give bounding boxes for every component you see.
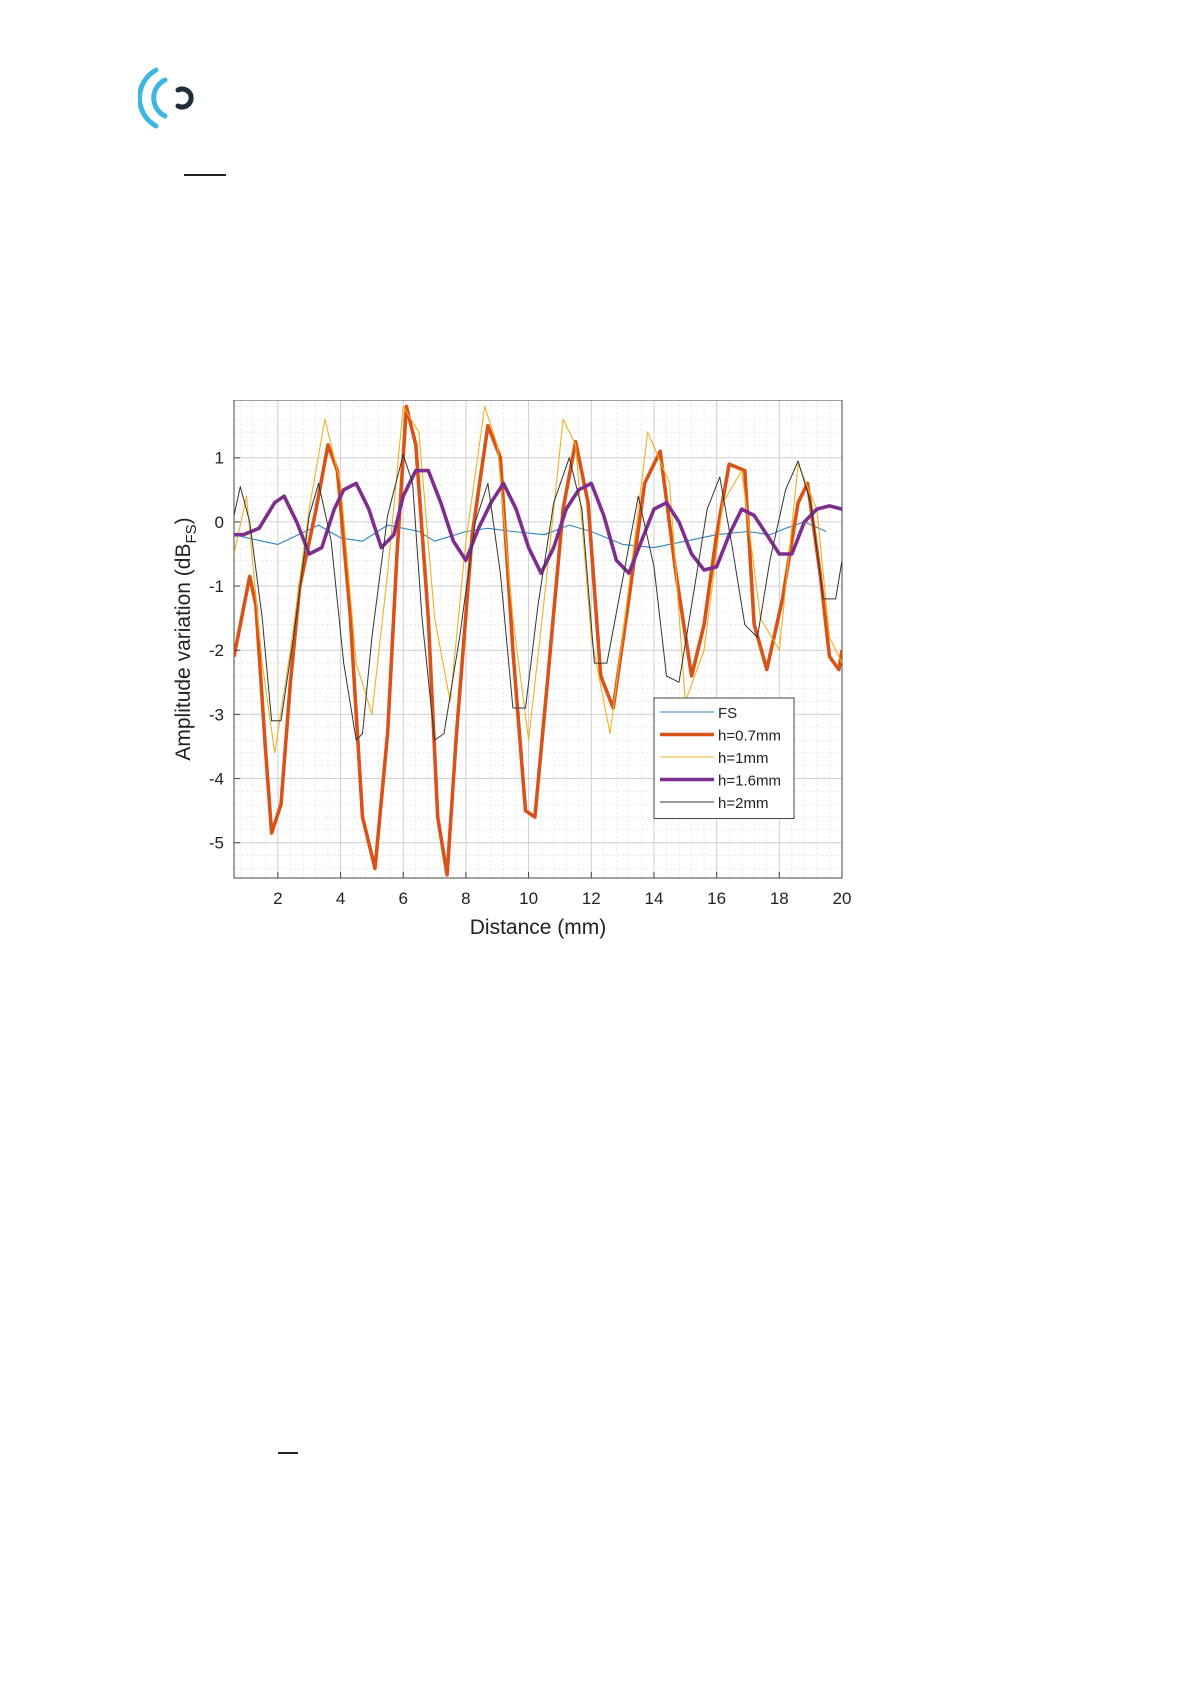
y-tick-label: -4 — [209, 770, 224, 789]
plot-area-frame — [233, 400, 843, 879]
y-tick-label: 0 — [215, 513, 224, 532]
x-tick-label: 12 — [582, 889, 601, 908]
signal-waves-logo-icon — [138, 67, 194, 129]
line-chart: 2 4 6 8 10 12 14 16 18 20 10-1-2-3-4-5 Distance (… — [172, 400, 851, 939]
legend-label: FS — [718, 705, 737, 722]
x-tick-label: 10 — [519, 889, 538, 908]
y-tick-label: -1 — [209, 577, 224, 596]
series-line-3 — [234, 468, 842, 575]
y-tick-label: -5 — [209, 834, 224, 853]
y-tick-label: -3 — [209, 705, 224, 724]
legend-label: h=0.7mm — [718, 728, 781, 745]
underline-mark — [184, 174, 226, 176]
legend-label: h=2mm — [718, 795, 768, 812]
x-tick-label: 8 — [461, 889, 470, 908]
y-axis-label-end: ) — [172, 517, 195, 524]
x-tick-label: 2 — [273, 889, 282, 908]
x-tick-label: 14 — [644, 889, 663, 908]
x-tick-label: 20 — [833, 889, 852, 908]
y-axis-label-subscript: FS — [183, 524, 200, 543]
x-tick-label: 16 — [707, 889, 726, 908]
y-tick-label: -2 — [209, 641, 224, 660]
y-axis-label: Amplitude variation (dBFS) — [172, 517, 200, 760]
underline-mark — [278, 1452, 298, 1454]
legend: FS h=0.7mm h=1mm h=1.6mm h=2mm — [653, 697, 795, 819]
x-tick-label: 4 — [336, 889, 345, 908]
x-axis-label: Distance (mm) — [470, 916, 607, 939]
x-axis-ticks: 2 4 6 8 10 12 14 16 18 20 — [273, 872, 851, 908]
y-axis-ticks: 1 0 -1 -2 -3 -4 -5 — [209, 449, 240, 853]
legend-label: h=1mm — [718, 750, 768, 767]
series-line-2 — [234, 405, 842, 754]
legend-box — [653, 697, 795, 819]
series-line-0 — [234, 521, 827, 549]
series-line-4 — [234, 454, 842, 741]
x-tick-label: 18 — [770, 889, 789, 908]
series-layer — [234, 404, 842, 877]
x-tick-label: 6 — [399, 889, 408, 908]
y-tick-label: 1 — [215, 449, 224, 468]
legend-label: h=1.6mm — [718, 773, 781, 790]
y-axis-label-main: Amplitude variation (dB — [172, 544, 195, 761]
